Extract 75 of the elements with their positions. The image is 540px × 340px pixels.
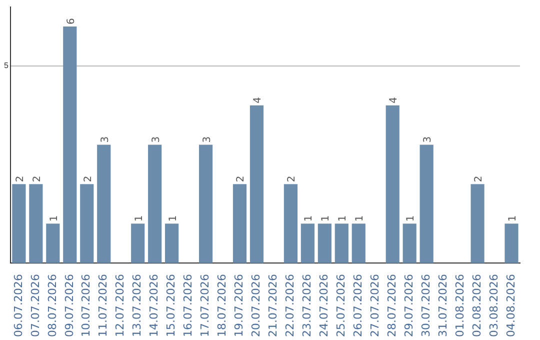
data-label: 2 bbox=[286, 176, 298, 182]
bar bbox=[46, 224, 60, 264]
bar bbox=[402, 224, 416, 264]
data-label: 1 bbox=[338, 215, 349, 222]
bar bbox=[318, 224, 332, 264]
bar bbox=[97, 144, 111, 264]
data-label: 3 bbox=[202, 136, 213, 143]
data-label: 3 bbox=[422, 136, 434, 143]
bar bbox=[63, 26, 77, 264]
data-label: 2 bbox=[82, 176, 94, 182]
data-label: 3 bbox=[150, 136, 162, 143]
bar bbox=[334, 224, 348, 264]
x-tick-label: 21.07.2026 bbox=[266, 274, 280, 338]
bar bbox=[165, 224, 179, 264]
bar bbox=[470, 184, 484, 264]
x-tick-label: 15.07.2026 bbox=[164, 274, 178, 338]
data-label: 1 bbox=[304, 215, 315, 222]
data-label: 1 bbox=[406, 215, 417, 222]
x-tick-label: 02.08.2026 bbox=[470, 274, 484, 338]
bar bbox=[131, 224, 145, 264]
data-label: 1 bbox=[168, 215, 179, 222]
data-label: 2 bbox=[14, 176, 26, 182]
bar bbox=[12, 184, 26, 264]
bar bbox=[250, 105, 264, 264]
data-label: 1 bbox=[48, 215, 60, 222]
x-tick-label: 11.07.2026 bbox=[96, 274, 110, 338]
data-label: 3 bbox=[100, 136, 111, 143]
y-tick-label: 5 bbox=[4, 61, 9, 70]
data-label: 2 bbox=[236, 176, 247, 182]
bar bbox=[80, 184, 94, 264]
x-tick-label: 16.07.2026 bbox=[182, 274, 195, 338]
x-tick-label: 30.07.2026 bbox=[419, 274, 432, 338]
x-tick-label: 14.07.2026 bbox=[148, 274, 161, 338]
data-label: 2 bbox=[474, 176, 485, 182]
data-label: 1 bbox=[508, 215, 519, 222]
x-tick-label: 03.08.2026 bbox=[487, 274, 500, 338]
data-label: 2 bbox=[32, 176, 43, 182]
x-tick-label: 12.07.2026 bbox=[114, 274, 127, 338]
x-tick-label: 26.07.2026 bbox=[352, 274, 364, 338]
x-tick-label: 23.07.2026 bbox=[300, 274, 314, 338]
x-tick-label: 08.07.2026 bbox=[46, 274, 59, 338]
data-label: 4 bbox=[252, 96, 264, 104]
bar bbox=[29, 184, 43, 264]
x-tick-label: 01.08.2026 bbox=[453, 274, 466, 338]
x-tick-label: 10.07.2026 bbox=[80, 274, 93, 338]
bar bbox=[284, 184, 298, 264]
x-tick-label: 13.07.2026 bbox=[130, 274, 144, 338]
x-tick-label: 20.07.2026 bbox=[250, 274, 263, 338]
x-tick-label: 29.07.2026 bbox=[402, 274, 416, 338]
data-label: 1 bbox=[320, 215, 332, 222]
bar bbox=[504, 224, 518, 264]
x-tick-label: 19.07.2026 bbox=[232, 274, 246, 338]
bar bbox=[232, 184, 247, 264]
x-tick-label: 07.07.2026 bbox=[28, 274, 42, 338]
bar bbox=[352, 224, 366, 264]
data-label: 4 bbox=[388, 96, 400, 104]
x-tick-label: 06.07.2026 bbox=[12, 274, 25, 338]
x-tick-label: 28.07.2026 bbox=[385, 274, 398, 338]
x-tick-label: 31.07.2026 bbox=[436, 274, 450, 338]
data-label: 6 bbox=[66, 18, 77, 25]
x-tick-label: 22.07.2026 bbox=[284, 274, 297, 338]
bar bbox=[420, 144, 434, 264]
x-tick-label: 09.07.2026 bbox=[62, 274, 76, 338]
x-tick-label: 24.07.2026 bbox=[318, 274, 331, 338]
x-tick-label: 25.07.2026 bbox=[334, 274, 348, 338]
bar bbox=[386, 105, 400, 264]
bar bbox=[300, 224, 314, 264]
bar bbox=[198, 144, 213, 264]
x-tick-label: 27.07.2026 bbox=[368, 274, 382, 338]
data-label: 1 bbox=[354, 215, 366, 222]
x-tick-label: 18.07.2026 bbox=[216, 274, 229, 338]
data-label: 1 bbox=[134, 215, 145, 222]
x-tick-label: 04.08.2026 bbox=[504, 274, 518, 338]
x-tick-label: 17.07.2026 bbox=[198, 274, 212, 338]
bar bbox=[148, 144, 162, 264]
